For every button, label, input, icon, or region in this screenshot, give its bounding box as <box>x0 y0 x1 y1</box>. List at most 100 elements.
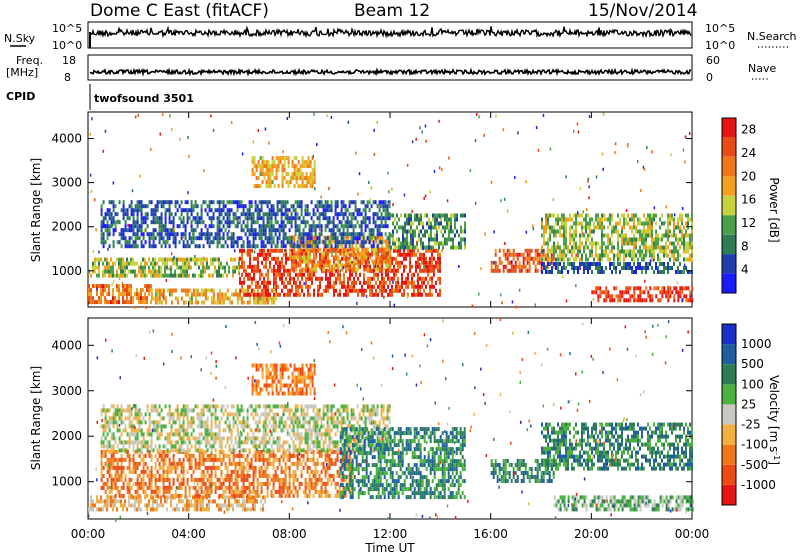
heatmap-cell <box>452 230 454 234</box>
heatmap-cell <box>156 507 158 511</box>
heatmap-cell <box>365 254 367 257</box>
heatmap-cell <box>365 268 367 272</box>
heatmap-cell <box>603 270 605 274</box>
heatmap-cell <box>423 257 425 261</box>
heatmap-cell <box>270 172 272 176</box>
heatmap-cell <box>171 301 173 305</box>
heatmap-cell <box>141 212 143 216</box>
heatmap-cell <box>279 236 281 240</box>
heatmap-cell <box>535 249 537 253</box>
heatmap-cell <box>559 226 561 230</box>
heatmap-cell <box>241 466 243 470</box>
heatmap-cell <box>249 244 251 248</box>
heatmap-cell <box>627 262 629 266</box>
heatmap-cell <box>165 458 167 462</box>
heatmap-cell <box>118 499 120 503</box>
heatmap-cell <box>353 281 355 285</box>
heatmap-cell <box>521 269 523 273</box>
heatmap-cell <box>241 224 243 228</box>
heatmap-cell <box>667 286 669 289</box>
heatmap-cell <box>689 294 691 298</box>
heatmap-cell <box>239 494 241 498</box>
heatmap-cell <box>585 246 587 250</box>
heatmap-cell <box>273 297 275 301</box>
heatmap-cell <box>168 274 170 278</box>
heatmap-cell <box>685 230 687 234</box>
freq-tick-bottom: 8 <box>64 71 71 84</box>
heatmap-cell <box>288 160 290 164</box>
heatmap-cell <box>675 250 677 254</box>
heatmap-cell <box>129 478 131 482</box>
heatmap-cell <box>448 218 450 222</box>
heatmap-cell <box>347 293 349 297</box>
heatmap-cell <box>661 222 663 226</box>
heatmap-cell <box>565 238 567 242</box>
heatmap-cell <box>275 277 277 281</box>
heatmap-cell <box>307 264 309 268</box>
heatmap-cell <box>304 164 306 168</box>
heatmap-cell <box>297 244 299 248</box>
heatmap-cell <box>136 507 138 511</box>
heatmap-cell <box>263 265 265 269</box>
heatmap-cell <box>679 214 681 218</box>
heatmap-cell <box>589 230 591 234</box>
heatmap-cell <box>103 486 105 490</box>
heatmap-cell <box>379 260 381 264</box>
heatmap-cell <box>673 254 675 258</box>
heatmap-cell <box>92 503 94 507</box>
heatmap-cell <box>307 293 309 297</box>
heatmap-cell <box>551 214 553 218</box>
heatmap-cell <box>446 238 448 242</box>
heatmap-cell <box>207 494 209 498</box>
colorbar-swatch <box>722 235 736 254</box>
heatmap-cell <box>495 253 497 257</box>
heatmap-cell <box>361 289 363 293</box>
heatmap-cell <box>387 273 389 277</box>
heatmap-cell <box>410 214 412 218</box>
heatmap-cell <box>211 466 213 470</box>
heatmap-cell <box>96 258 98 262</box>
heatmap-cell <box>135 116 137 119</box>
heatmap-cell <box>450 238 452 242</box>
heatmap-cell <box>265 253 267 257</box>
heatmap-cell <box>319 228 321 231</box>
heatmap-cell <box>430 226 432 230</box>
heatmap-cell <box>291 244 293 248</box>
heatmap-cell <box>379 289 381 293</box>
heatmap-cell <box>309 212 311 216</box>
heatmap-cell <box>381 224 383 228</box>
heatmap-cell <box>571 234 573 238</box>
heatmap-cell <box>635 246 637 250</box>
heatmap-cell <box>305 220 307 224</box>
heatmap-cell <box>437 261 439 265</box>
heatmap-cell <box>563 226 565 230</box>
heatmap-cell <box>237 486 239 490</box>
heatmap-cell <box>289 277 291 281</box>
heatmap-cell <box>347 252 349 256</box>
heatmap-cell <box>305 224 307 228</box>
heatmap-cell <box>301 240 303 244</box>
heatmap-cell <box>155 204 157 208</box>
heatmap-cell <box>649 218 651 222</box>
heatmap-cell <box>621 226 623 230</box>
heatmap-cell <box>381 273 383 277</box>
heatmap-cell <box>249 297 251 301</box>
heatmap-cell <box>278 168 280 172</box>
heatmap-cell <box>428 246 430 250</box>
heatmap-cell <box>685 214 687 218</box>
heatmap-cell <box>651 250 653 254</box>
heatmap-cell <box>126 296 128 300</box>
heatmap-cell <box>567 262 569 266</box>
heatmap-cell <box>102 270 104 274</box>
heatmap-cell <box>188 274 190 278</box>
heatmap-cell <box>145 454 147 458</box>
heatmap-cell <box>389 268 391 272</box>
colorbar-swatch <box>722 196 736 215</box>
heatmap-cell <box>155 301 157 305</box>
heatmap-cell <box>297 264 299 268</box>
heatmap-cell <box>133 212 135 216</box>
heatmap-cell <box>512 300 514 303</box>
heatmap-cell <box>663 286 665 290</box>
heatmap-cell <box>587 262 589 266</box>
heatmap-cell <box>431 265 433 269</box>
